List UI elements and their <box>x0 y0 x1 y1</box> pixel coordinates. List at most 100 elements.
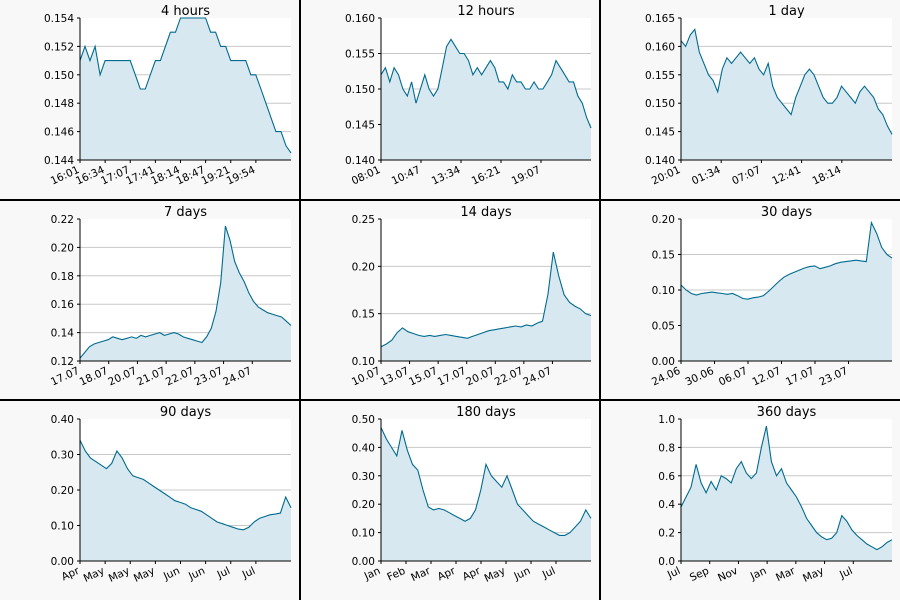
x-tick-label: 21.07 <box>135 365 167 389</box>
x-tick-label: Jul <box>665 565 682 582</box>
y-tick-label: 0.50 <box>352 414 375 426</box>
y-tick-label: 0.0 <box>658 556 675 568</box>
x-tick-label: May <box>801 565 826 585</box>
y-tick-label: 0.15 <box>352 309 375 321</box>
y-tick-label: 0.150 <box>44 70 74 82</box>
x-tick-label: 17.07 <box>49 365 81 389</box>
chart-title: 4 hours <box>161 4 210 19</box>
x-tick-label: 19:54 <box>225 164 258 188</box>
x-tick-label: 20.07 <box>106 365 138 389</box>
chart-title: 30 days <box>761 205 813 220</box>
x-tick-label: 12.07 <box>750 365 782 389</box>
x-tick-label: 24.07 <box>521 365 553 389</box>
x-tick-label: 24.06 <box>650 365 683 389</box>
x-tick-label: 24.07 <box>221 365 253 389</box>
x-tick-label: 23.07 <box>193 365 225 389</box>
series-line <box>380 251 592 348</box>
y-tick-label: 1.0 <box>658 414 675 426</box>
series-area <box>80 226 291 361</box>
series-area <box>80 18 291 160</box>
x-tick-label: 17.07 <box>436 365 468 389</box>
y-tick-label: 0.20 <box>352 499 375 511</box>
x-tick-label: 12:41 <box>770 164 803 188</box>
x-tick-label: Mar <box>409 565 433 585</box>
x-tick-label: Jul <box>837 565 854 582</box>
y-tick-label: 0.20 <box>51 242 74 254</box>
y-tick-label: 0.30 <box>51 450 74 462</box>
x-tick-label: 22.07 <box>493 365 525 389</box>
y-tick-label: 0.2 <box>658 528 675 540</box>
y-tick-label: 0.12 <box>51 356 74 368</box>
x-tick-label: May <box>107 565 132 585</box>
chart-title: 14 days <box>460 205 512 220</box>
y-tick-label: 0.16 <box>51 299 75 311</box>
chart-title: 90 days <box>160 405 212 420</box>
y-tick-label: 0.10 <box>352 528 375 540</box>
y-tick-label: 0.146 <box>44 127 74 139</box>
y-tick-label: 0.22 <box>51 214 74 226</box>
x-tick-label: 07:07 <box>730 164 763 188</box>
y-tick-label: 0.20 <box>652 214 675 226</box>
x-tick-label: Apr <box>461 565 483 584</box>
x-tick-label: 10.07 <box>350 365 382 389</box>
chart-panel-360-days: 360 days 1.0 0.8 0.6 0.4 0.2 0.0 Jul Sep Nov Jan Ma… <box>601 401 900 600</box>
series-area <box>381 252 591 361</box>
y-tick-label: 0.148 <box>44 98 74 110</box>
x-tick-label: Sep <box>688 565 711 584</box>
chart-title: 7 days <box>164 205 207 220</box>
x-tick-label: 22.07 <box>164 365 196 389</box>
series-area <box>681 426 892 561</box>
y-tick-label: 0.20 <box>51 485 74 497</box>
chart-panel-14-days: 14 days 0.25 0.20 0.15 0.10 10.07 13.07 15.07 17… <box>301 201 599 399</box>
x-tick-label: 16:21 <box>470 164 503 188</box>
x-tick-label: 13.07 <box>379 365 411 389</box>
y-tick-label: 0.25 <box>352 214 375 226</box>
x-tick-label: 13:34 <box>430 164 463 188</box>
y-tick-label: 0.150 <box>345 84 375 96</box>
y-tick-label: 0.10 <box>51 521 74 533</box>
series-line <box>79 440 292 531</box>
y-tick-label: 0.40 <box>51 414 74 426</box>
x-tick-label: Mar <box>774 565 798 585</box>
chart-title: 12 hours <box>457 4 514 19</box>
x-tick-label: 18.07 <box>78 365 110 389</box>
y-tick-label: 0.05 <box>652 321 675 333</box>
y-tick-label: 0.40 <box>352 442 375 454</box>
x-tick-label: May <box>483 565 508 585</box>
x-tick-label: 10:47 <box>390 164 423 188</box>
series-line <box>380 38 592 129</box>
y-tick-label: 0.145 <box>345 120 375 132</box>
y-tick-label: 0.14 <box>51 328 75 340</box>
y-tick-label: 0.165 <box>645 13 675 25</box>
y-tick-label: 0.00 <box>51 556 74 568</box>
x-tick-label: Jun <box>161 565 182 583</box>
chart-title: 360 days <box>757 405 817 420</box>
series-area <box>381 39 591 160</box>
y-tick-label: 0.150 <box>645 98 675 110</box>
chart-title: 180 days <box>456 405 516 420</box>
x-tick-label: Jul <box>240 565 257 582</box>
chart-panel-180-days: 180 days 0.50 0.40 0.30 0.20 0.10 0.00 Jan Feb Ma… <box>301 401 599 600</box>
series-line <box>79 17 292 154</box>
x-tick-label: 17.07 <box>784 365 816 389</box>
chart-panel-90-days: 90 days 0.40 0.30 0.20 0.10 0.00 Apr May May May J… <box>0 401 299 600</box>
series-line <box>680 425 893 551</box>
x-tick-label: 23.07 <box>817 365 849 389</box>
y-tick-label: 0.00 <box>652 356 675 368</box>
chart-title: 1 day <box>768 4 805 19</box>
x-tick-label: Apr <box>436 565 458 584</box>
x-tick-label: Jan <box>748 565 769 583</box>
y-tick-label: 0.4 <box>658 499 675 511</box>
y-tick-label: 0.140 <box>645 155 675 167</box>
x-tick-label: 19:07 <box>510 164 543 188</box>
x-tick-label: 20.07 <box>464 365 496 389</box>
x-tick-label: Jul <box>540 565 557 582</box>
y-tick-label: 0.140 <box>345 155 375 167</box>
series-area <box>80 440 291 561</box>
y-tick-label: 0.00 <box>352 556 375 568</box>
x-tick-label: Jun <box>186 565 207 583</box>
